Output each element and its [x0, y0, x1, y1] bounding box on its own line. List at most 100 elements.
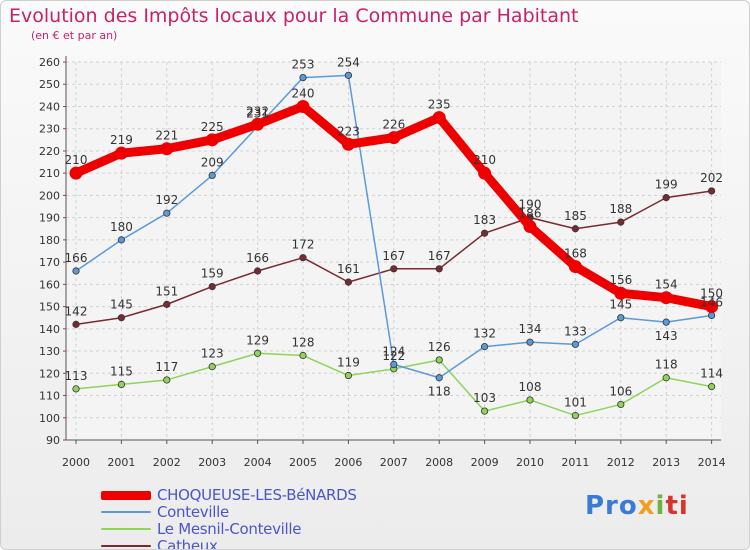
- y-tick-label: 220: [39, 145, 60, 158]
- y-tick-label: 150: [39, 301, 60, 314]
- data-label: 159: [201, 267, 224, 281]
- data-label: 168: [564, 247, 587, 261]
- data-label: 167: [382, 249, 405, 263]
- y-tick-label: 210: [39, 167, 60, 180]
- data-label: 253: [292, 58, 315, 72]
- data-point: [117, 236, 126, 244]
- data-point: [205, 133, 219, 147]
- data-label: 190: [519, 198, 542, 212]
- data-label: 199: [655, 178, 678, 192]
- data-point: [117, 314, 126, 322]
- data-point: [571, 411, 580, 420]
- data-point: [617, 314, 625, 322]
- data-label: 209: [201, 155, 224, 169]
- logo-part: i: [655, 491, 666, 521]
- data-label: 134: [519, 322, 542, 336]
- data-label: 161: [337, 262, 360, 276]
- data-point: [568, 260, 582, 274]
- data-point: [208, 363, 216, 371]
- y-tick-label: 250: [39, 78, 60, 91]
- y-tick-label: 230: [39, 123, 60, 136]
- data-label: 180: [110, 220, 133, 234]
- data-label: 156: [609, 273, 632, 287]
- data-point: [390, 265, 398, 273]
- y-tick-label: 180: [39, 234, 60, 247]
- data-label: 240: [292, 86, 315, 100]
- data-point: [659, 291, 673, 305]
- data-label: 113: [65, 369, 88, 383]
- axis-layer: 90 100 110 120 130 140 150 160 170 180 190 200 210 22…: [39, 56, 726, 469]
- data-label: 142: [65, 304, 88, 318]
- data-point: [478, 166, 492, 180]
- data-point: [617, 400, 625, 409]
- y-tick-label: 130: [39, 345, 60, 358]
- data-point: [163, 300, 171, 308]
- data-label: 118: [428, 385, 451, 399]
- data-label: 231: [246, 106, 269, 120]
- x-tick-label: 2007: [380, 456, 408, 469]
- data-label: 150: [700, 287, 723, 301]
- data-point: [435, 265, 443, 273]
- y-tick-label: 200: [39, 189, 60, 202]
- data-point: [571, 225, 580, 233]
- data-label: 145: [110, 298, 133, 312]
- data-point: [114, 146, 128, 160]
- data-point: [299, 351, 307, 360]
- data-label: 185: [564, 209, 587, 223]
- data-point: [662, 374, 670, 382]
- data-point: [707, 311, 716, 320]
- data-point: [344, 278, 352, 286]
- data-label: 221: [155, 129, 178, 143]
- data-label: 202: [700, 171, 723, 185]
- data-label: 118: [655, 358, 678, 372]
- data-label: 186: [519, 207, 542, 221]
- data-point: [662, 194, 670, 202]
- data-label: 223: [337, 124, 360, 138]
- x-tick-label: 2014: [698, 456, 726, 469]
- data-point: [296, 99, 310, 113]
- data-point: [480, 229, 489, 237]
- x-tick-label: 2008: [425, 456, 453, 469]
- x-tick-label: 2006: [334, 456, 362, 469]
- data-point: [341, 137, 355, 151]
- data-label: 154: [655, 278, 678, 292]
- data-point: [705, 300, 719, 314]
- legend-label: CHOQUEUSE-LES-BéNARDS: [157, 486, 357, 504]
- data-label: 188: [609, 202, 632, 216]
- data-label: 219: [110, 133, 133, 147]
- legend-label: Catheux: [157, 537, 218, 550]
- data-point: [254, 267, 262, 275]
- y-tick-label: 190: [39, 212, 60, 225]
- x-tick-label: 2004: [244, 456, 272, 469]
- logo-part: x: [637, 491, 656, 521]
- data-point: [254, 349, 262, 357]
- data-label: 128: [292, 336, 315, 350]
- y-tick-label: 240: [39, 100, 60, 113]
- y-tick-label: 170: [39, 256, 60, 269]
- legend-label: Le Mesnil-Conteville: [157, 520, 302, 538]
- proxiti-logo: Proxiti: [585, 491, 689, 521]
- data-point: [571, 340, 580, 348]
- data-label: 117: [155, 360, 178, 374]
- y-tick-label: 160: [39, 278, 60, 291]
- data-point: [69, 166, 83, 180]
- data-point: [163, 209, 171, 217]
- legend-swatch: [101, 490, 151, 500]
- data-point: [344, 71, 352, 79]
- y-tick-label: 100: [39, 412, 60, 425]
- data-point: [526, 396, 534, 404]
- data-point: [251, 117, 265, 131]
- x-tick-label: 2005: [289, 456, 317, 469]
- data-label: 172: [292, 238, 315, 252]
- data-point: [72, 320, 80, 328]
- data-label: 254: [337, 55, 360, 69]
- data-label: 129: [246, 333, 269, 347]
- data-label: 119: [337, 356, 360, 370]
- data-label: 126: [428, 340, 451, 354]
- data-label: 115: [110, 364, 133, 378]
- y-tick-label: 260: [39, 56, 60, 69]
- data-point: [480, 343, 489, 351]
- data-point: [208, 282, 216, 291]
- x-tick-label: 2011: [561, 456, 589, 469]
